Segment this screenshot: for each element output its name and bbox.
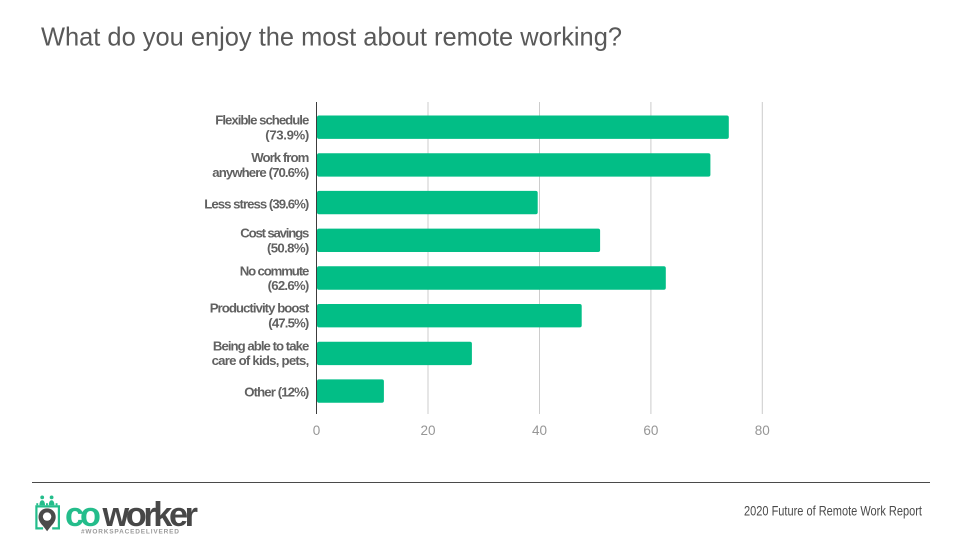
svg-text:Cost savings: Cost savings bbox=[240, 225, 309, 240]
svg-text:(62.6%): (62.6%) bbox=[268, 278, 310, 293]
svg-text:worker: worker bbox=[102, 496, 199, 534]
svg-text:Less stress (39.6%): Less stress (39.6%) bbox=[204, 196, 309, 211]
svg-text:(73.9%): (73.9%) bbox=[265, 128, 309, 143]
svg-text:#WORKSPACEDELIVERED: #WORKSPACEDELIVERED bbox=[81, 529, 179, 536]
svg-text:anywhere (70.6%): anywhere (70.6%) bbox=[212, 165, 309, 180]
svg-text:60: 60 bbox=[643, 423, 658, 438]
svg-text:(47.5%): (47.5%) bbox=[268, 316, 309, 331]
svg-text:Productivity boost: Productivity boost bbox=[210, 301, 310, 316]
svg-text:No commute: No commute bbox=[240, 263, 310, 278]
svg-text:40: 40 bbox=[532, 423, 547, 438]
svg-text:co: co bbox=[65, 496, 101, 534]
svg-text:20: 20 bbox=[420, 423, 435, 438]
svg-text:Other (12%): Other (12%) bbox=[244, 384, 309, 399]
svg-text:Work from: Work from bbox=[251, 150, 309, 165]
svg-text:What do you enjoy the most abo: What do you enjoy the most about remote … bbox=[41, 24, 622, 52]
svg-text:care of kids, pets,: care of kids, pets, bbox=[212, 353, 310, 368]
svg-text:Flexible schedule: Flexible schedule bbox=[215, 113, 309, 128]
svg-text:Being able to take: Being able to take bbox=[213, 338, 309, 353]
svg-text:2020 Future of Remote Work Rep: 2020 Future of Remote Work Report bbox=[744, 503, 922, 518]
svg-text:(50.8%): (50.8%) bbox=[267, 240, 309, 255]
svg-text:80: 80 bbox=[755, 423, 770, 438]
svg-text:0: 0 bbox=[313, 423, 321, 438]
